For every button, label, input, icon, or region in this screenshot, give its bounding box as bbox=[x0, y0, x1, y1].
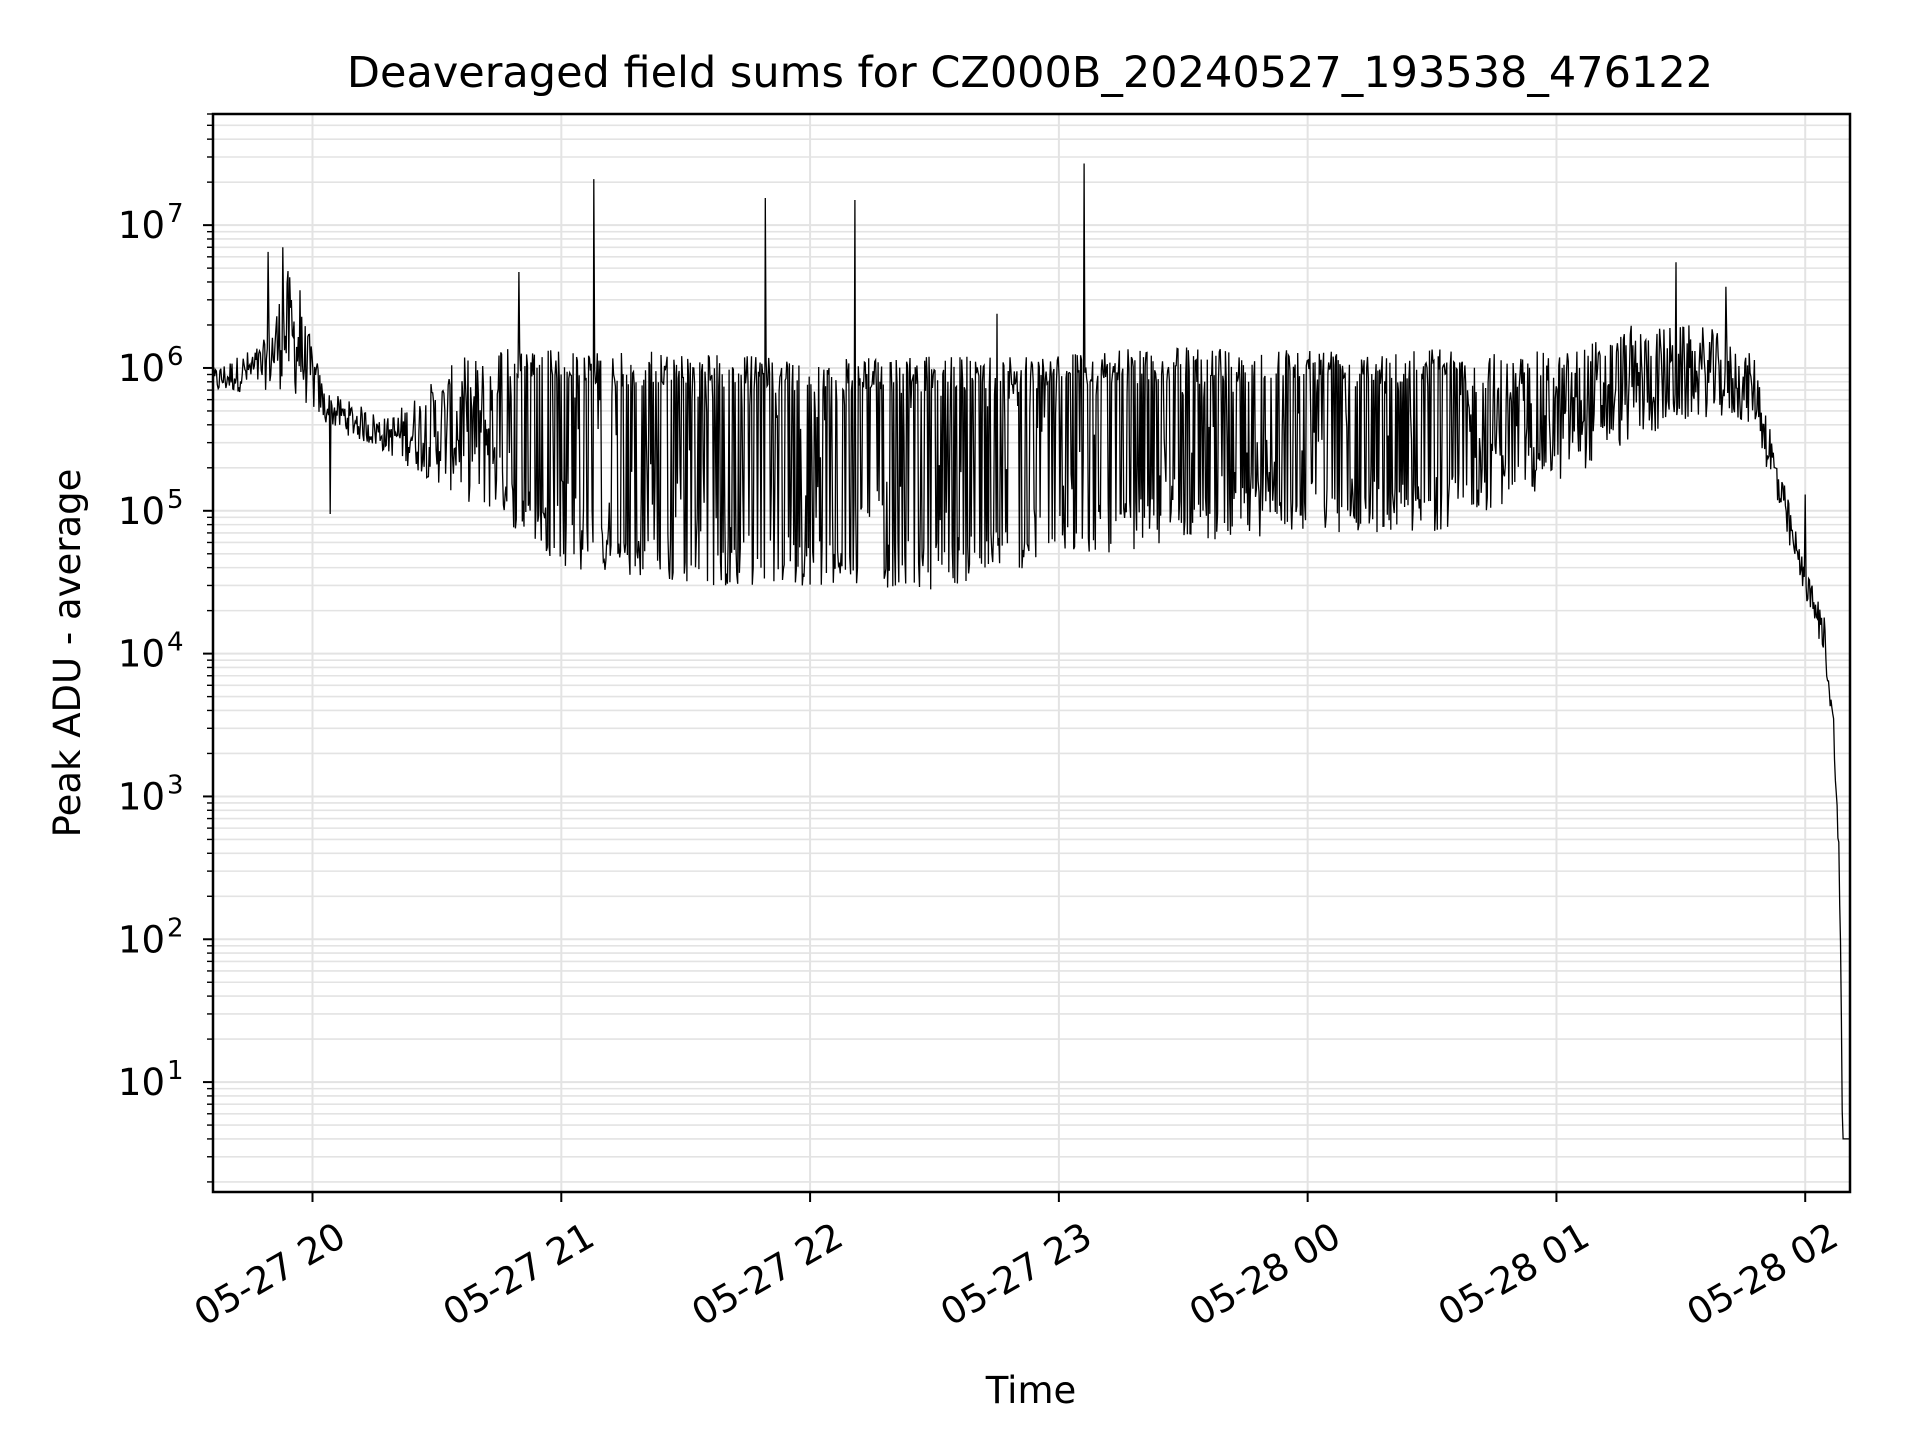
y-tick-exponent: 1 bbox=[167, 1056, 184, 1086]
y-tick-base: 10 bbox=[118, 633, 165, 676]
y-tick-base: 10 bbox=[118, 204, 165, 247]
y-tick-exponent: 3 bbox=[167, 770, 184, 800]
y-tick-label: 10 bbox=[118, 347, 165, 390]
y-tick-exponent: 2 bbox=[167, 913, 184, 943]
y-tick-exponent: 4 bbox=[167, 628, 184, 658]
x-axis-label: Time bbox=[985, 1369, 1077, 1412]
y-tick-exponent: 6 bbox=[167, 342, 184, 372]
y-tick-base: 10 bbox=[118, 918, 165, 961]
chart-title: Deaveraged field sums for CZ000B_2024052… bbox=[347, 48, 1713, 98]
y-tick-label: 10 bbox=[118, 918, 165, 961]
plot-area bbox=[212, 163, 1850, 1140]
y-tick-label: 10 bbox=[118, 490, 165, 533]
y-tick-exponent: 5 bbox=[167, 485, 184, 515]
y-tick-label: 10 bbox=[118, 633, 165, 676]
y-tick-base: 10 bbox=[118, 347, 165, 390]
y-tick-base: 10 bbox=[118, 775, 165, 818]
y-tick-label: 10 bbox=[118, 1061, 165, 1104]
y-axis-label: Peak ADU - average bbox=[46, 469, 89, 838]
y-tick-base: 10 bbox=[118, 1061, 165, 1104]
y-tick-exponent: 7 bbox=[167, 199, 184, 229]
y-tick-base: 10 bbox=[118, 490, 165, 533]
series-line bbox=[212, 163, 1850, 1140]
grid bbox=[213, 113, 1850, 1192]
y-tick-label: 10 bbox=[118, 204, 165, 247]
y-tick-label: 10 bbox=[118, 775, 165, 818]
